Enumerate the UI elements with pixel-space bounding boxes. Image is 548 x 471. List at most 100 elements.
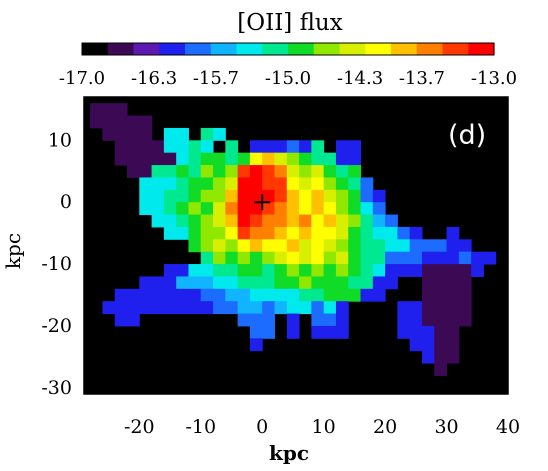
flux-pixel [311,251,325,265]
flux-pixel [188,226,202,240]
flux-pixel [311,301,325,315]
flux-pixel [360,251,374,265]
flux-pixel [274,189,288,203]
flux-pixel [176,202,189,216]
flux-pixel [188,202,202,216]
colorbar-swatch [159,43,186,55]
y-tick-label: -10 [41,253,72,275]
flux-pixel [225,165,239,178]
flux-pixel [151,165,177,178]
flux-pixel [299,301,312,315]
flux-pixel [323,288,337,302]
flux-pixel [385,239,411,253]
flux-pixel [274,251,288,265]
flux-pixel [299,189,312,203]
colorbar-frame [81,42,495,56]
flux-pixel [299,165,312,178]
flux-pixel [163,226,189,240]
colorbar-swatch [313,43,341,55]
flux-pixel [434,325,460,339]
flux-pixel [421,313,472,327]
flux-pixel [274,276,300,290]
flux-pixel [213,152,226,166]
flux-pixel [323,226,337,240]
colorbar-swatch [288,43,315,55]
flux-pixel [360,264,374,277]
flux-pixel [323,189,337,203]
flux-pixel [335,264,349,277]
flux-pixel [323,264,337,277]
flux-pixel [176,165,189,178]
flux-pixel [348,251,362,265]
flux-pixel [311,152,325,166]
flux-pixel [237,177,251,191]
x-axis-tick-labels: -20 -10 0 10 20 30 40 [124,388,520,438]
flux-pixel [188,189,202,203]
flux-pixel [335,239,349,253]
flux-pixel [286,214,300,228]
flux-pixel [286,140,300,154]
flux-pixel [372,189,386,203]
flux-pixel [286,152,300,166]
flux-pixel [397,325,435,339]
flux-pixel [360,202,374,216]
flux-pixel [372,239,386,253]
flux-pixel [335,251,349,265]
flux-pixel [335,202,349,216]
flux-pixel [421,264,472,277]
flux-pixel [237,301,263,315]
flux-pixel [200,239,214,253]
colorbar-swatch [185,43,212,55]
flux-pixel [274,152,288,166]
colorbar-swatch [339,43,366,55]
flux-pixel [311,140,325,154]
flux-pixel [434,338,460,352]
flux-pixel [385,264,423,277]
flux-pixel [372,226,386,240]
flux-pixel [274,264,288,277]
flux-pixel [225,226,239,240]
flux-pixel [225,251,239,265]
flux-pixel [237,313,275,327]
flux-pixel [114,313,140,327]
flux-pixel [213,177,226,191]
flux-pixel [286,313,300,327]
flux-pixel [421,288,472,302]
x-tick-label: 20 [373,416,397,438]
flux-pixel [225,177,239,191]
flux-pixel [176,276,214,290]
flux-pixel [348,165,362,178]
flux-pixel [262,226,275,240]
flux-pixel [421,276,472,290]
flux-pixel [421,251,460,265]
flux-pixel [299,202,312,216]
flux-pixel [299,264,312,277]
flux-pixel [323,239,337,253]
y-axis-label: kpc [1,233,25,269]
flux-pixel [385,226,398,240]
flux-pixel [299,226,312,240]
flux-pixel [274,177,288,191]
flux-pixel [286,189,300,203]
flux-pixel [385,251,423,265]
flux-pixel [139,276,177,290]
flux-pixel [286,165,300,178]
flux-pixel [200,226,214,240]
flux-pixel [163,202,177,216]
flux-pixel [213,276,239,290]
flux-pixel [311,226,325,240]
flux-pixel [163,140,189,154]
flux-pixel [139,189,165,203]
flux-pixel [311,313,337,327]
flux-pixel [200,202,214,216]
flux-pixel [176,152,189,166]
flux-pixel [409,239,448,253]
flux-pixel [372,264,386,277]
flux-pixel [262,264,275,277]
flux-pixel [323,214,337,228]
colorbar-swatch [262,43,289,55]
flux-pixel [163,127,189,141]
flux-pixel [274,301,288,315]
flux-pixel [249,239,263,253]
flux-pixel [151,214,177,228]
